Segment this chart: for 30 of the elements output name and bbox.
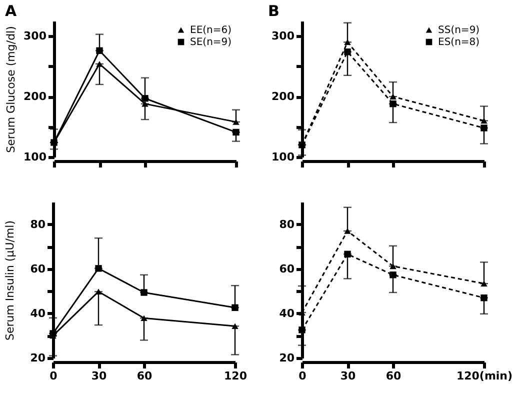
y-tick-label: 60	[279, 262, 295, 276]
y-tick-label: 20	[30, 352, 46, 364]
legend-label: SE(n=9)	[190, 37, 232, 48]
y-tick-label: 100	[24, 150, 47, 164]
x-tick-label: 120	[224, 370, 248, 382]
y-axis-title: Serum Glucose (mg/dl)	[4, 26, 18, 153]
x-tick-label: 30	[340, 370, 356, 382]
y-tick-label: 300	[24, 30, 47, 43]
y-tick-label: 80	[30, 218, 46, 231]
y-tick-label: 200	[272, 90, 295, 104]
chart-title: B	[268, 2, 280, 20]
y-tick-label: 100	[272, 150, 295, 164]
legend-label: ES(n=8)	[438, 37, 480, 48]
chart-title: A	[5, 2, 17, 20]
y-axis-title: Serum Insulin (μU/ml)	[4, 220, 16, 341]
y-tick-label: 20	[279, 352, 295, 364]
y-tick-label: 200	[24, 90, 47, 104]
x-tick-label: 60	[136, 370, 152, 382]
y-tick-label: 60	[30, 262, 46, 276]
legend-label: SS(n=9)	[438, 25, 480, 36]
x-tick-label: 30	[91, 370, 107, 382]
y-tick-label: 40	[30, 306, 46, 320]
x-tick-label: 0	[298, 370, 307, 382]
x-tick-label: 0	[50, 370, 58, 382]
legend-label: EE(n=6)	[190, 25, 232, 36]
y-tick-label: 80	[279, 218, 295, 231]
y-tick-label: 300	[272, 30, 295, 43]
x-tick-label: 60	[386, 370, 402, 382]
x-tick-label: 120(min)	[456, 370, 513, 382]
y-tick-label: 40	[279, 306, 295, 320]
